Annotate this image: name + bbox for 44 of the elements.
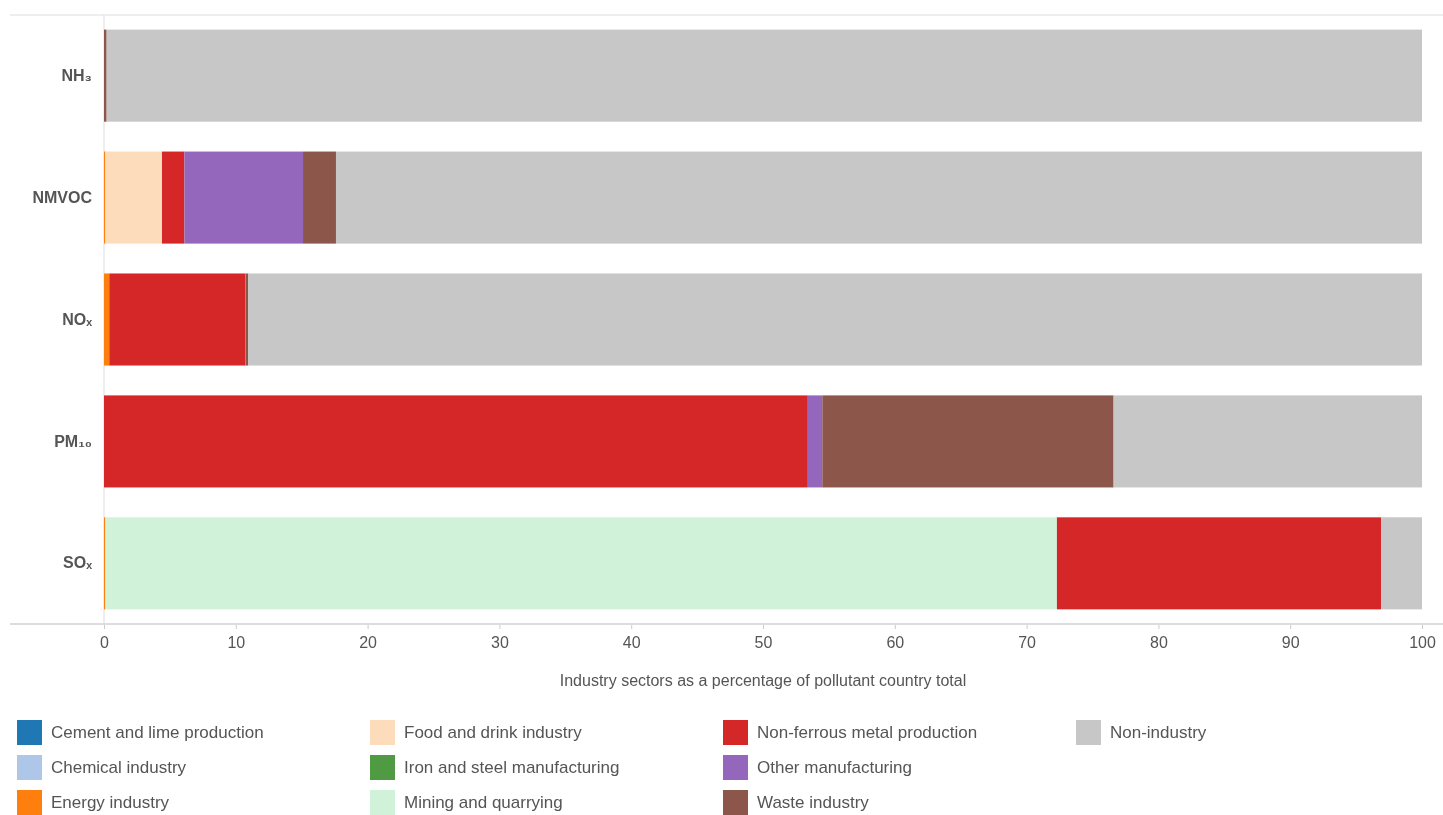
y-tick-label: NH₃ [61, 66, 92, 84]
y-tick-label: NOₓ [62, 310, 93, 328]
bar [105, 151, 162, 244]
bar [303, 151, 336, 244]
legend-label: Non-industry [1110, 723, 1207, 742]
bar [1056, 517, 1382, 610]
x-tick-label: 70 [1018, 634, 1037, 652]
x-tick-label: 50 [754, 634, 773, 652]
x-tick-label: 100 [1409, 634, 1436, 652]
bar [1381, 517, 1422, 610]
x-axis-title: Industry sectors as a percentage of pollutant country total [559, 672, 967, 689]
x-tick-label: 90 [1281, 634, 1300, 652]
bar [104, 29, 107, 122]
legend-label: Waste industry [757, 793, 870, 812]
bar [822, 395, 1114, 488]
legend-label: Energy industry [51, 793, 170, 812]
y-tick-label: NMVOC [32, 188, 93, 206]
legend-label: Non-ferrous metal production [757, 723, 978, 742]
legend-label: Iron and steel manufacturing [404, 758, 620, 777]
legend-label: Chemical industry [51, 758, 187, 777]
x-tick-label: 30 [491, 634, 509, 652]
bar [109, 273, 246, 366]
bar [104, 395, 808, 488]
x-tick-label: 60 [886, 634, 905, 652]
bar [248, 273, 1422, 366]
y-tick-label: PM₁₀ [54, 432, 92, 450]
bar [1113, 395, 1422, 488]
legend-label: Food and drink industry [404, 723, 583, 742]
x-tick-label: 40 [622, 634, 641, 652]
legend-label: Cement and lime production [51, 723, 264, 742]
legend-label: Mining and quarrying [404, 793, 563, 812]
bar [184, 151, 304, 244]
bar [335, 151, 1422, 244]
x-tick-label: 20 [359, 634, 378, 652]
x-tick-label: 0 [100, 634, 110, 652]
legend-label: Other manufacturing [757, 758, 912, 777]
x-tick-label: 10 [227, 634, 246, 652]
y-tick-label: SOₓ [63, 554, 93, 572]
bar [104, 273, 110, 366]
bar [807, 395, 823, 488]
bar [106, 29, 1422, 122]
bar [161, 151, 185, 244]
x-tick-label: 80 [1150, 634, 1168, 652]
bar [105, 517, 1057, 610]
